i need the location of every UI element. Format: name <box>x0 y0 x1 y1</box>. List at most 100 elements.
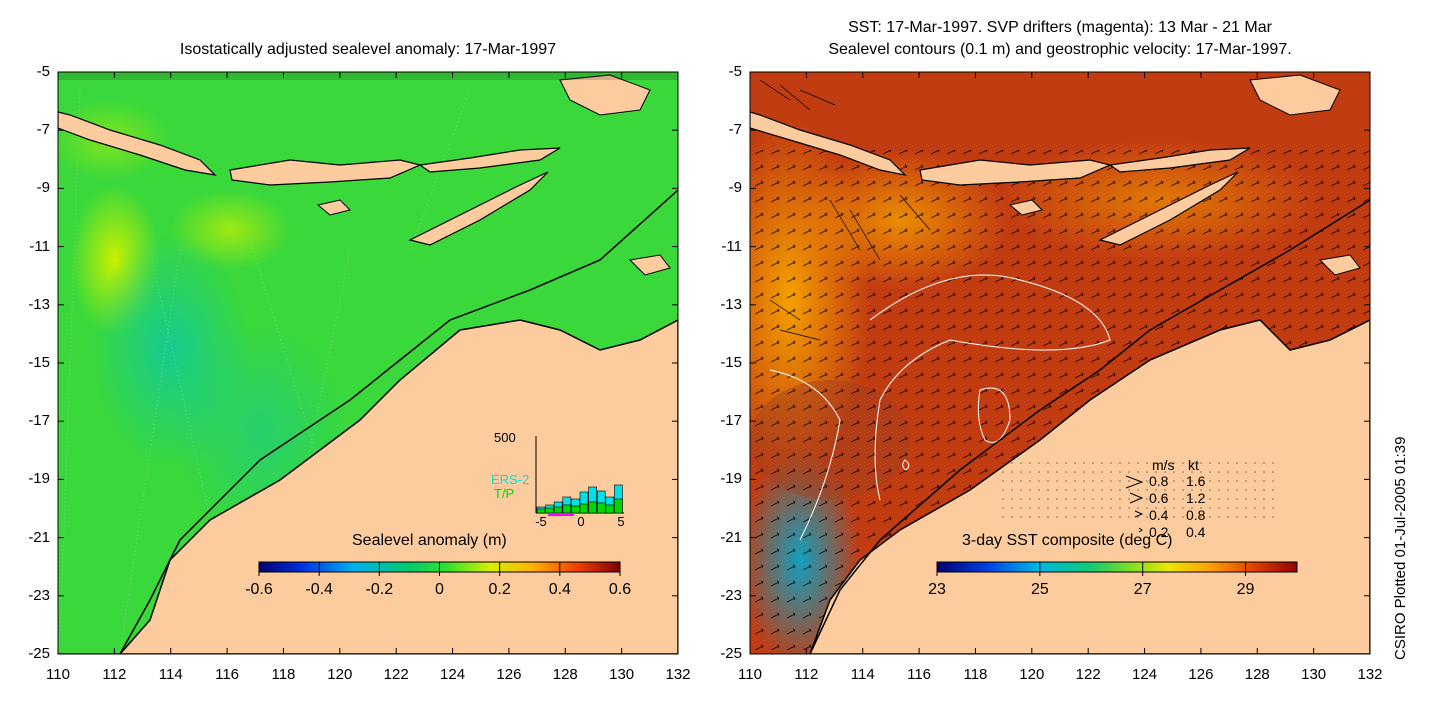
velocity-legend-arrows <box>1125 475 1144 533</box>
colorbar-tick-label: -0.2 <box>365 581 394 598</box>
y-tick-label: -11 <box>29 237 50 255</box>
drifter-range-marker <box>548 513 574 516</box>
flores-island <box>418 147 561 173</box>
x-tick-label: 112 <box>102 666 127 683</box>
x-tick-label: 126 <box>496 666 522 683</box>
shelf-isobath-sst <box>809 199 1370 654</box>
shelf-isobath <box>119 189 678 654</box>
right-map-title-line2: Sealevel contours (0.1 m) and geostrophi… <box>828 41 1292 58</box>
x-tick-label: 132 <box>1357 666 1383 683</box>
x-tick-label: 124 <box>440 666 466 683</box>
axis-ticks <box>57 71 1371 655</box>
java-island-sst <box>750 111 907 176</box>
sla-inset-histogram <box>535 436 624 516</box>
sla-colorbar-ticks <box>258 562 621 576</box>
y-tick-label: -11 <box>721 237 742 255</box>
velocity-legend-ms: 0.2 <box>1149 524 1169 540</box>
y-tick-label: -17 <box>720 412 742 430</box>
histogram-ymax-label: 500 <box>494 430 516 445</box>
tanimbar-island-sst <box>1318 254 1361 276</box>
sumba-island <box>316 199 351 216</box>
colorbar-tick-label: -0.6 <box>245 581 273 598</box>
x-tick-label: 122 <box>383 666 409 683</box>
velocity-legend-kt: 0.4 <box>1186 524 1206 540</box>
histogram-bar-tp <box>579 503 589 514</box>
histogram-x-tick-label: 0 <box>577 514 585 529</box>
lesser-sunda-islands <box>229 159 422 186</box>
colorbar-tick-label: 25 <box>1030 581 1049 598</box>
plot-credit: CSIRO Plotted 01-Jul-2005 01:39 <box>1392 436 1409 660</box>
northern-island-sst <box>1249 74 1341 116</box>
y-tick-label: -21 <box>720 528 742 546</box>
y-tick-label: -25 <box>28 645 50 662</box>
colorbar-tick-label: -0.4 <box>305 581 333 598</box>
velocity-legend-ms: 0.8 <box>1149 473 1169 489</box>
colorbar-tick-label: 0.6 <box>608 581 632 598</box>
x-tick-label: 130 <box>1301 666 1327 683</box>
y-tick-label: -9 <box>36 179 50 197</box>
x-tick-label: 114 <box>850 666 875 683</box>
x-tick-label: 128 <box>1244 666 1270 683</box>
histogram-bar-tp <box>545 507 554 514</box>
velocity-legend-kt: 0.8 <box>1186 507 1206 523</box>
y-tick-label: -23 <box>720 586 742 604</box>
java-island <box>58 111 217 176</box>
x-tick-label: 116 <box>907 666 932 683</box>
y-tick-label: -7 <box>36 121 50 139</box>
y-tick-label: -5 <box>728 63 742 80</box>
sst-colorbar <box>936 561 1298 573</box>
histogram-series-tp: T/P <box>494 486 515 501</box>
tanimbar-island <box>628 254 671 276</box>
x-tick-label: 114 <box>158 666 183 683</box>
northern-island <box>559 74 651 116</box>
histogram-bar-tp <box>596 502 606 514</box>
sealevel-contours <box>769 274 1111 541</box>
timor-island <box>408 171 549 246</box>
histogram-bar-tp <box>562 504 572 514</box>
x-tick-label: 118 <box>271 666 296 683</box>
x-tick-label: 112 <box>794 666 819 683</box>
x-tick-label: 128 <box>552 666 578 683</box>
y-tick-label: -25 <box>720 645 742 662</box>
histogram-x-tick-label: -5 <box>535 514 547 529</box>
colorbar-tick-label: 27 <box>1133 581 1152 598</box>
timor-island-sst <box>1098 171 1239 246</box>
colorbar-tick-label: 23 <box>928 581 946 598</box>
velocity-legend-header-ms: m/s <box>1152 457 1175 473</box>
histogram-bar-tp <box>536 508 546 514</box>
y-tick-label: -13 <box>720 295 742 313</box>
x-tick-label: 132 <box>665 666 691 683</box>
y-tick-label: -7 <box>728 121 742 139</box>
y-tick-label: -15 <box>720 354 742 371</box>
x-tick-label: 118 <box>963 666 988 683</box>
x-tick-label: 110 <box>738 666 762 683</box>
histogram-x-tick-label: 5 <box>617 514 625 529</box>
dense-arrows-north <box>759 79 931 341</box>
y-tick-label: -19 <box>28 470 50 488</box>
sla-colorbar-label: Sealevel anomaly (m) <box>352 532 507 549</box>
y-tick-label: -13 <box>28 295 50 313</box>
x-tick-label: 120 <box>1019 666 1045 683</box>
x-tick-label: 122 <box>1075 666 1101 683</box>
histogram-bar-tp <box>605 504 615 514</box>
histogram-series-ers2: ERS-2 <box>491 472 530 487</box>
colorbar-tick-label: 0.4 <box>548 581 571 598</box>
colorbar-tick-label: 29 <box>1236 581 1255 598</box>
histogram-bar-tp <box>614 498 623 514</box>
x-tick-label: 126 <box>1188 666 1214 683</box>
y-tick-label: -19 <box>720 470 742 488</box>
y-tick-label: -21 <box>28 528 50 546</box>
colorbar-tick-label: 0.2 <box>488 581 511 598</box>
y-tick-label: -5 <box>36 63 50 80</box>
left-map-title: Isostatically adjusted sealevel anomaly:… <box>179 41 557 58</box>
right-map-title-line1: SST: 17-Mar-1997. SVP drifters (magenta)… <box>848 19 1272 36</box>
x-tick-label: 116 <box>215 666 240 683</box>
sumba-island-sst <box>1008 199 1043 216</box>
x-tick-label: 124 <box>1132 666 1158 683</box>
colorbar-tick-label: 0 <box>435 581 444 598</box>
x-tick-label: 130 <box>609 666 635 683</box>
sst-colorbar-label: 3-day SST composite (deg C) <box>962 532 1173 549</box>
y-tick-label: -17 <box>28 412 50 430</box>
histogram-bar-tp <box>588 501 597 514</box>
